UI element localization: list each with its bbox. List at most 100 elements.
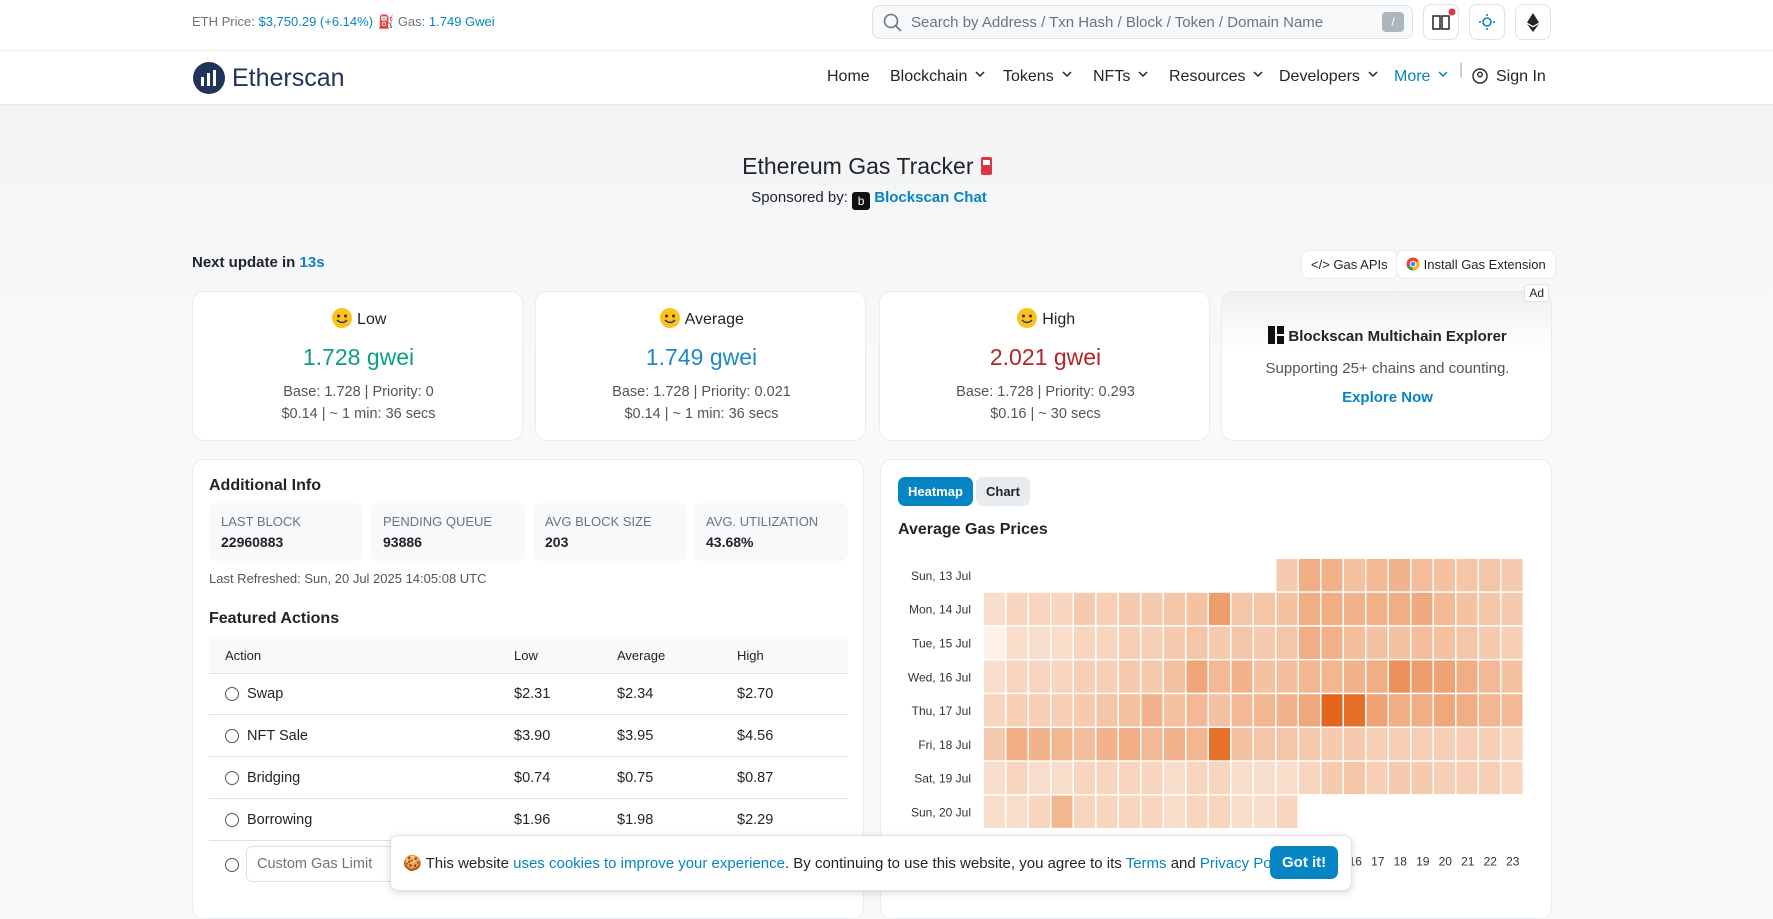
heatmap-row-label: Fri, 18 Jul xyxy=(918,738,971,752)
extension-button[interactable]: Install Gas Extension xyxy=(1396,250,1556,279)
heatmap-cell xyxy=(1164,728,1185,761)
nav-item[interactable]: Home xyxy=(827,68,870,85)
chevron-icon xyxy=(975,71,985,78)
emoji-icon xyxy=(1016,308,1037,328)
cookie-accept[interactable]: Got it! xyxy=(1270,846,1339,879)
eth-icon xyxy=(1527,13,1539,32)
heatmap-cell xyxy=(1276,559,1298,592)
heatmap-cell xyxy=(1321,728,1343,761)
heatmap-cell xyxy=(1164,592,1185,626)
heatmap-cell xyxy=(984,660,1005,693)
book-icon xyxy=(1432,8,1456,30)
heatmap-cell xyxy=(1434,592,1455,626)
heatmap-cell xyxy=(1051,626,1073,659)
chevron-icon xyxy=(1368,71,1378,78)
chevron-icon xyxy=(1138,71,1148,78)
ad-card[interactable]: Ad Blockscan Multichain Explorer Support… xyxy=(1221,284,1552,441)
heatmap-cell xyxy=(1366,559,1388,592)
heatmap-cell xyxy=(1119,795,1140,828)
heatmap-column-label: 21 xyxy=(1461,854,1475,868)
heatmap-cell xyxy=(1254,592,1275,626)
heatmap-cell xyxy=(1231,592,1253,626)
nav-item[interactable]: Developers xyxy=(1279,68,1380,86)
heatmap-cell xyxy=(1344,592,1365,626)
heatmap-cell xyxy=(1074,795,1095,828)
terms-link[interactable]: Terms xyxy=(1125,855,1167,872)
top-bar: ETH Price: $3,750.29 (+6.14%) ⛽ Gas: 1.7… xyxy=(0,0,1773,51)
heatmap-column-label: 20 xyxy=(1439,854,1453,868)
book-button[interactable] xyxy=(1423,4,1459,40)
table-column-header: Average xyxy=(617,648,666,663)
heatmap-cell xyxy=(1074,626,1095,659)
stat-label: LAST BLOCK xyxy=(221,514,301,529)
heatmap-cell xyxy=(1456,660,1478,693)
cookie-link[interactable]: uses cookies to improve your experience xyxy=(513,855,785,872)
theme-button[interactable] xyxy=(1469,4,1505,40)
help-icon xyxy=(225,813,239,827)
table-header xyxy=(209,637,848,674)
heatmap-cell xyxy=(1299,728,1320,761)
gas-api-button[interactable]: </> Gas APIs xyxy=(1301,250,1398,279)
stat-label: AVG. UTILIZATION xyxy=(706,514,819,529)
heatmap-cell xyxy=(1231,694,1253,727)
heatmap-cell xyxy=(1389,694,1410,727)
network-button[interactable] xyxy=(1515,4,1551,40)
nav-item[interactable]: Tokens xyxy=(1003,68,1074,86)
heatmap-cell xyxy=(1411,592,1433,626)
gas-api-label: Gas APIs xyxy=(1333,257,1388,272)
heatmap-cell xyxy=(1501,626,1523,659)
gas-price: 1.749 gwei xyxy=(645,344,758,370)
action-cost: $2.34 xyxy=(617,686,654,702)
heatmap-cell xyxy=(1141,761,1163,795)
heatmap-cell xyxy=(1119,728,1140,761)
heatmap-cell xyxy=(1164,795,1185,828)
heatmap-cell xyxy=(984,694,1005,727)
nav-item[interactable]: Blockchain xyxy=(890,68,987,86)
next-update: Next update in 13s xyxy=(192,254,325,271)
chrome-icon xyxy=(1406,257,1420,271)
heatmap-cell xyxy=(1411,694,1433,727)
gas-value[interactable]: 1.749 Gwei xyxy=(428,14,495,29)
nav-item[interactable]: NFTs xyxy=(1093,68,1150,86)
chart-tab[interactable]: Chart xyxy=(976,477,1030,506)
privacy-link[interactable]: Privacy Policy xyxy=(1199,855,1293,872)
heatmap-cell xyxy=(1434,660,1455,693)
gas-base: Base: 1.728 | Priority: 0.293 xyxy=(956,384,1135,400)
heatmap-row-label: Tue, 15 Jul xyxy=(912,637,971,651)
ad-link[interactable]: Explore Now xyxy=(1342,389,1433,406)
last-refreshed: Last Refreshed: Sun, 20 Jul 2025 14:05:0… xyxy=(209,571,487,586)
heatmap-cell xyxy=(1276,694,1298,727)
help-icon xyxy=(225,771,239,785)
heatmap-cell xyxy=(984,795,1005,828)
heatmap-cell xyxy=(1141,728,1163,761)
help-icon xyxy=(225,858,239,872)
heatmap-cell xyxy=(1411,559,1433,592)
heatmap-cell xyxy=(1344,660,1365,693)
heatmap-cell xyxy=(1141,795,1163,828)
heatmap-cell xyxy=(1051,728,1073,761)
heatmap-cell xyxy=(1254,694,1275,727)
gas-label-row: Low xyxy=(193,307,524,329)
heatmap-cell xyxy=(1389,592,1410,626)
heatmap-title: Average Gas Prices xyxy=(898,521,1048,538)
heatmap-tab[interactable]: Heatmap xyxy=(898,477,973,506)
ad-logo xyxy=(1268,326,1285,344)
heatmap-cell xyxy=(1096,761,1118,795)
sponsor-link[interactable]: Blockscan Chat xyxy=(874,189,987,206)
brand-name[interactable]: Etherscan xyxy=(232,64,345,92)
heatmap-row-label: Mon, 14 Jul xyxy=(909,603,971,617)
sign-in[interactable]: Sign In xyxy=(1496,68,1546,85)
stat-value: 93886 xyxy=(383,534,422,550)
heatmap-cell xyxy=(1501,728,1523,761)
nav-item[interactable]: More xyxy=(1394,68,1450,86)
heatmap-cell xyxy=(1389,728,1410,761)
row-divider xyxy=(209,798,848,799)
heatmap-cell xyxy=(1209,795,1230,828)
stat-box: PENDING QUEUE 93886 xyxy=(371,503,525,561)
search-box[interactable]: Search by Address / Txn Hash / Block / T… xyxy=(872,5,1413,39)
table-column-header: Action xyxy=(225,648,262,663)
nav-item[interactable]: Resources xyxy=(1169,68,1265,86)
action-name: Bridging xyxy=(247,770,301,786)
heatmap-cell xyxy=(1456,559,1478,592)
cookie-banner: 🍪 This website uses cookies to improve y… xyxy=(390,835,1352,891)
